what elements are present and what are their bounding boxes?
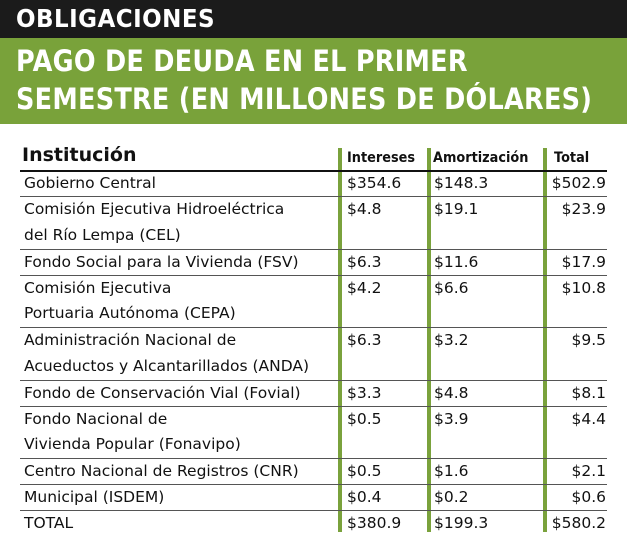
column-rule-amortization xyxy=(427,148,431,532)
total-value: $0.6 xyxy=(571,488,606,506)
header-institution: Institución xyxy=(22,144,137,166)
institution-name: Vivienda Popular (Fonavipo) xyxy=(24,435,241,453)
row-rule xyxy=(20,458,607,459)
amortization-value: $6.6 xyxy=(434,278,469,297)
column-rule-total xyxy=(543,148,547,532)
header-total: Total xyxy=(554,150,590,166)
total-value: $580.2 xyxy=(551,514,606,532)
amortization-value: $3.2 xyxy=(434,331,469,349)
title-line-2: SEMESTRE (EN MILLONES DE DÓLARES) xyxy=(16,82,593,116)
interest-value: $3.3 xyxy=(347,383,382,402)
total-value: $8.1 xyxy=(571,383,606,402)
institution-name: Municipal (ISDEM) xyxy=(24,488,165,506)
interest-value: $354.6 xyxy=(347,174,402,192)
institution-name: Gobierno Central xyxy=(24,174,156,192)
amortization-value: $11.6 xyxy=(434,252,479,271)
institution-name: TOTAL xyxy=(24,514,74,532)
header-rule xyxy=(20,170,607,172)
total-value: $4.4 xyxy=(571,409,606,428)
amortization-value: $4.8 xyxy=(434,383,469,402)
row-rule xyxy=(20,274,607,276)
interest-value: $380.9 xyxy=(347,514,402,532)
institution-name: Administración Nacional de xyxy=(24,331,237,349)
header-interest: Intereses xyxy=(347,150,416,166)
title-bar: PAGO DE DEUDA EN EL PRIMER SEMESTRE (EN … xyxy=(0,38,627,124)
header-amortization: Amortización xyxy=(433,150,529,166)
institution-name: Comisión Ejecutiva Hidroeléctrica xyxy=(24,200,285,218)
total-value: $10.8 xyxy=(561,278,606,297)
institution-name: Fondo de Conservación Vial (Fovial) xyxy=(24,383,301,402)
row-rule xyxy=(20,196,607,197)
row-rule xyxy=(20,484,607,485)
row-rule xyxy=(20,327,607,328)
institution-name: Comisión Ejecutiva xyxy=(24,278,172,297)
amortization-value: $148.3 xyxy=(434,174,489,192)
amortization-value: $199.3 xyxy=(434,514,489,532)
institution-name: Fondo Nacional de xyxy=(24,409,168,428)
institution-name: Centro Nacional de Registros (CNR) xyxy=(24,462,299,480)
total-value: $23.9 xyxy=(561,200,606,218)
institution-name: Fondo Social para la Vivienda (FSV) xyxy=(24,252,299,271)
interest-value: $6.3 xyxy=(347,331,382,349)
row-rule xyxy=(20,379,607,381)
amortization-value: $0.2 xyxy=(434,488,469,506)
interest-value: $6.3 xyxy=(347,252,382,271)
total-value: $17.9 xyxy=(561,252,606,271)
amortization-value: $1.6 xyxy=(434,462,469,480)
column-rule-interest xyxy=(338,148,342,532)
section-header-bar: OBLIGACIONES xyxy=(0,0,627,38)
section-label: OBLIGACIONES xyxy=(16,4,216,33)
title-line-1: PAGO DE DEUDA EN EL PRIMER xyxy=(16,44,468,78)
institution-name: Portuaria Autónoma (CEPA) xyxy=(24,304,236,322)
interest-value: $4.8 xyxy=(347,200,382,218)
row-rule xyxy=(20,405,607,407)
institution-name: Acueductos y Alcantarillados (ANDA) xyxy=(24,356,310,375)
total-value: $2.1 xyxy=(571,462,606,480)
total-value: $502.9 xyxy=(551,174,606,192)
row-rule xyxy=(20,248,607,250)
interest-value: $4.2 xyxy=(347,278,382,297)
institution-name: del Río Lempa (CEL) xyxy=(24,225,181,244)
amortization-value: $19.1 xyxy=(434,200,479,218)
total-value: $9.5 xyxy=(571,331,606,349)
interest-value: $0.4 xyxy=(347,488,382,506)
row-rule xyxy=(20,510,607,511)
amortization-value: $3.9 xyxy=(434,409,469,428)
interest-value: $0.5 xyxy=(347,462,382,480)
interest-value: $0.5 xyxy=(347,409,382,428)
